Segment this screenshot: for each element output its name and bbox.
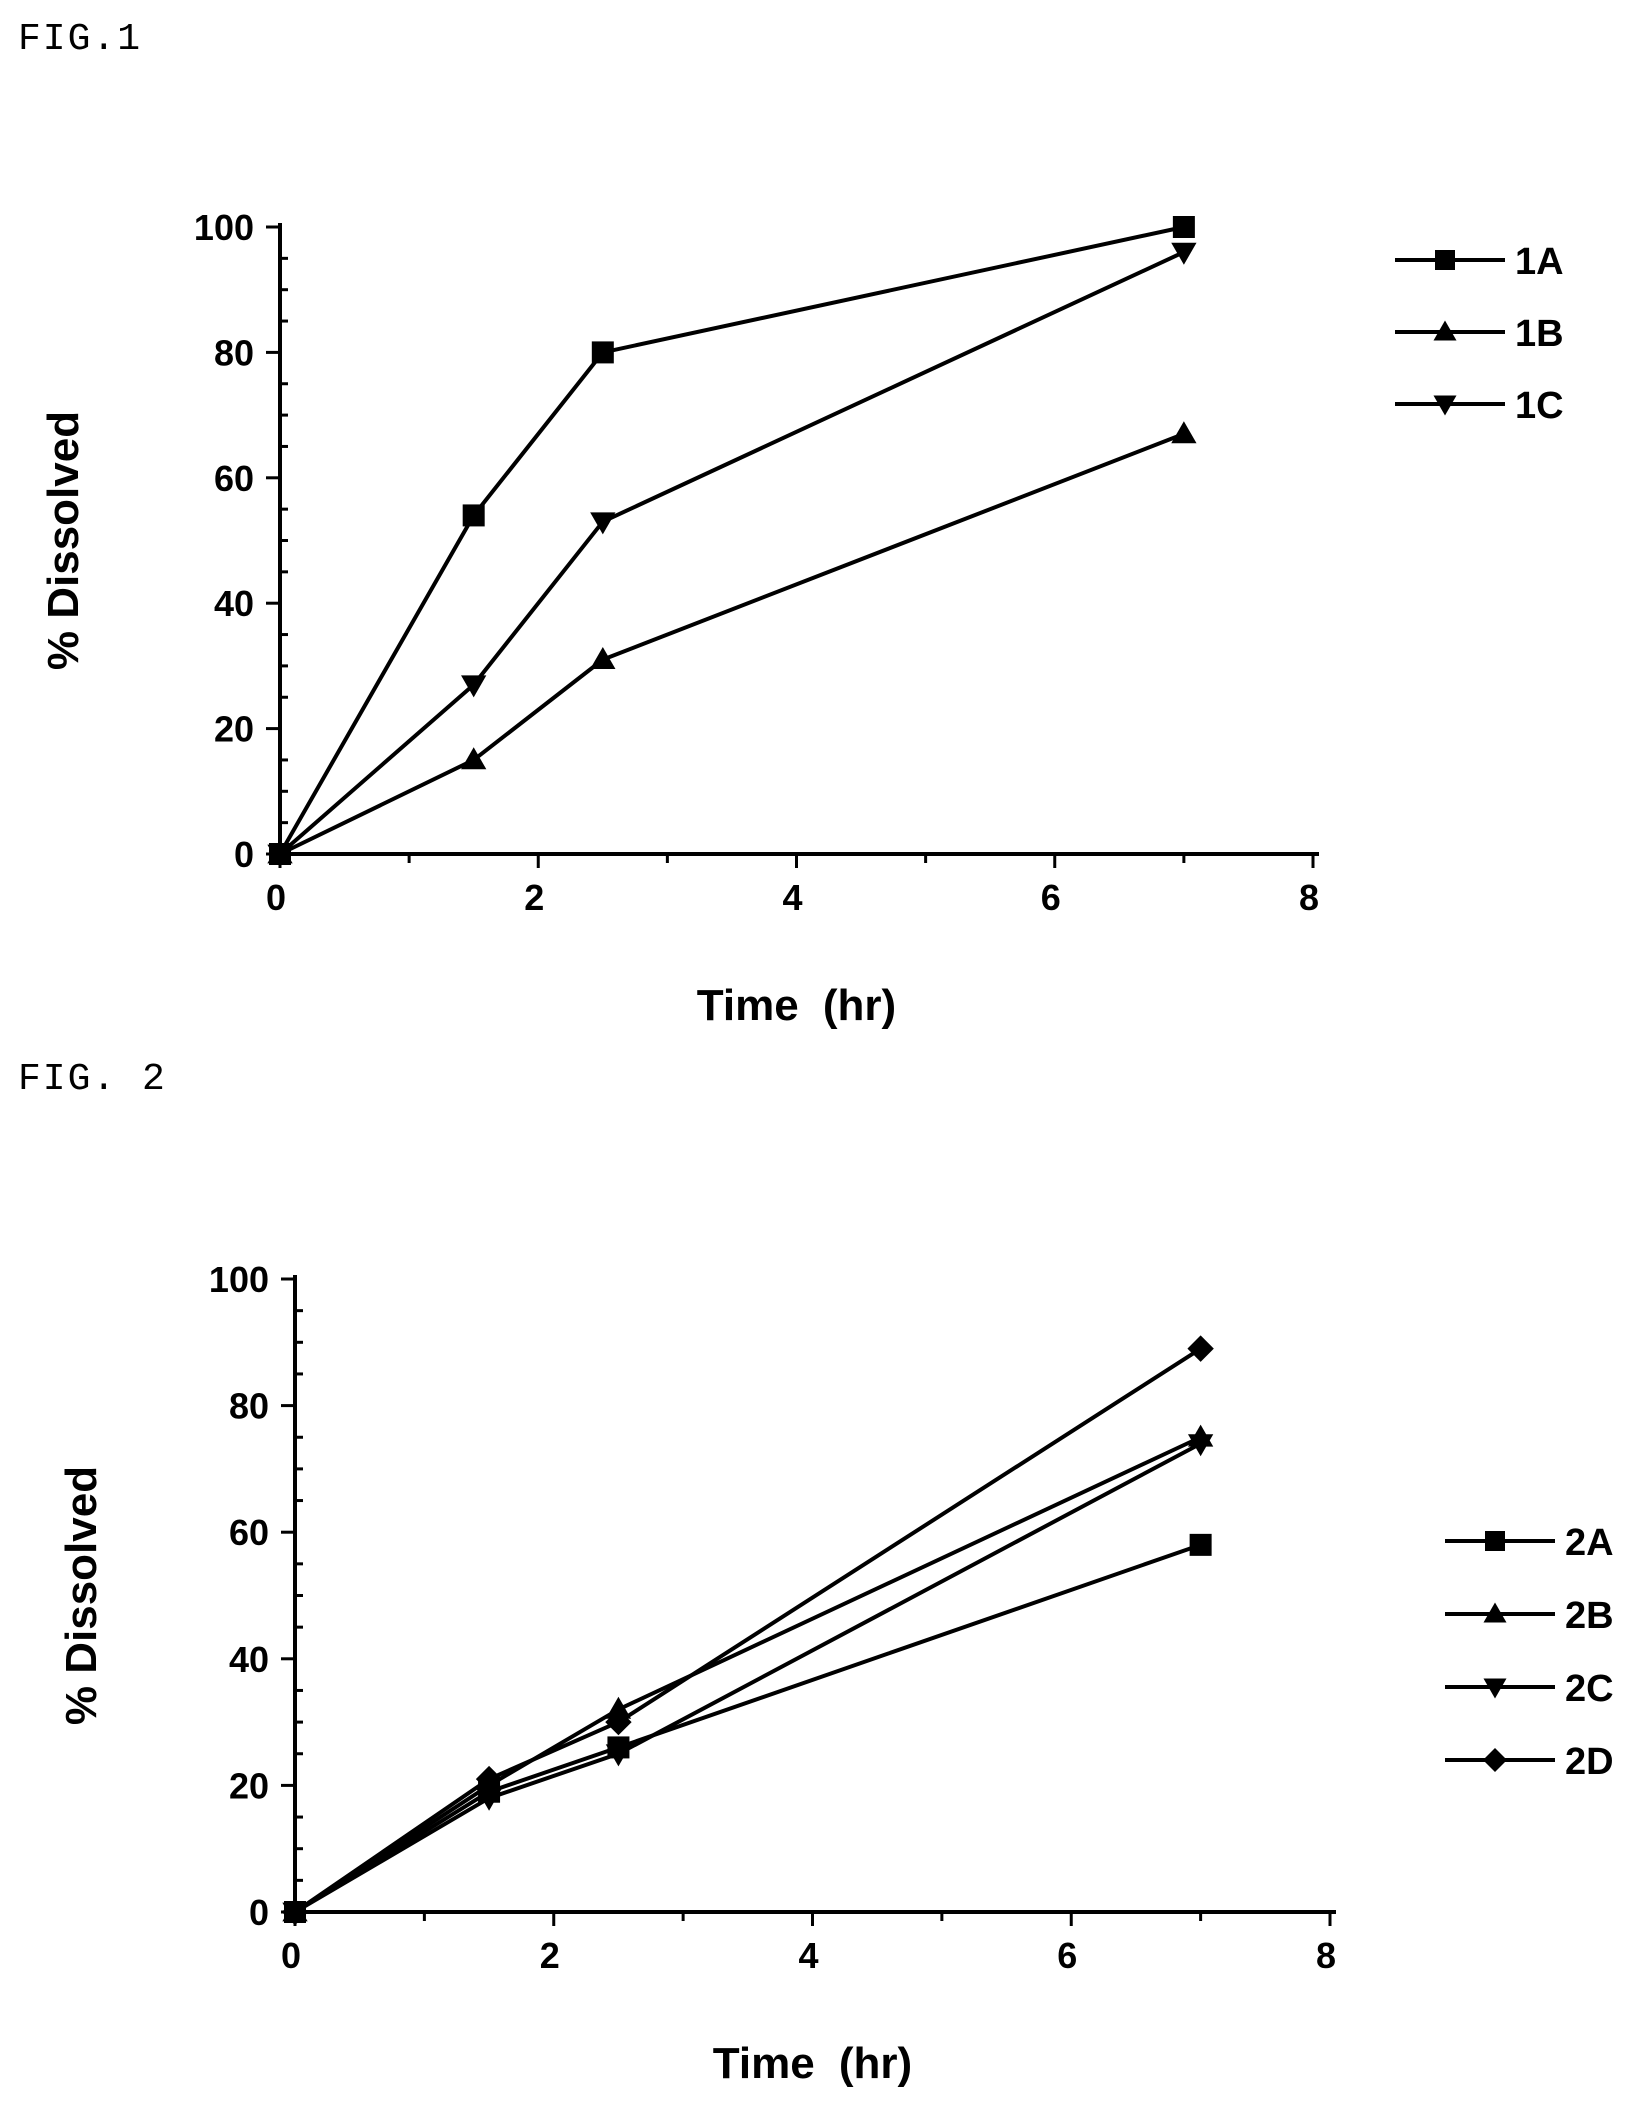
data-point-1C xyxy=(1171,242,1197,265)
series-line-1C xyxy=(278,250,1185,856)
legend-marker-2A xyxy=(1485,1531,1505,1551)
y-axis-title: % Dissolved xyxy=(57,1466,106,1725)
x-tick-label: 0 xyxy=(266,877,286,918)
y-tick-label: 20 xyxy=(229,1765,269,1806)
figure-1-chart: 0 20 40 60 80 100 0 2 4 6 8 Time (hr) % Dissolved 1A 1… xyxy=(39,207,1564,1030)
y-tick-label: 80 xyxy=(214,332,254,373)
x-tick-label: 4 xyxy=(798,1935,818,1976)
x-tick-label: 6 xyxy=(1041,877,1061,918)
y-tick-label: 100 xyxy=(209,1259,269,1300)
y-tick-label: 20 xyxy=(214,709,254,750)
data-point-1A xyxy=(591,341,614,364)
series-line-1B xyxy=(279,432,1185,856)
x-axis-title: Time (hr) xyxy=(697,981,896,1030)
y-tick-label: 40 xyxy=(214,583,254,624)
x-tick-label: 8 xyxy=(1299,877,1319,918)
legend-marker-1B xyxy=(1433,320,1457,341)
x-tick-label: 6 xyxy=(1057,1935,1077,1976)
data-point-2D xyxy=(1187,1335,1214,1362)
plot-area: 0 20 40 60 80 100 0 2 4 6 8 Time (hr) % Dissolved 2A 2… xyxy=(57,1259,1614,2088)
data-point-1C xyxy=(461,675,487,698)
figure-1-label: FIG.1 xyxy=(18,18,143,61)
legend-label-2D: 2D xyxy=(1565,1741,1614,1783)
data-point-2D xyxy=(281,1898,309,1926)
x-tick-label: 8 xyxy=(1316,1935,1336,1976)
legend-marker-2C xyxy=(1483,1678,1507,1699)
series-line-1A xyxy=(278,225,1185,855)
legend-marker-2B xyxy=(1483,1602,1507,1623)
y-tick-label: 40 xyxy=(229,1639,269,1680)
legend-label-1A: 1A xyxy=(1515,241,1564,283)
y-tick-label: 100 xyxy=(194,207,254,248)
series-line-2A xyxy=(293,1542,1202,1914)
legend-label-2A: 2A xyxy=(1565,1522,1614,1564)
legend-marker-1A xyxy=(1435,250,1455,270)
x-axis-title: Time (hr) xyxy=(713,2039,912,2088)
data-point-2C xyxy=(1187,1434,1214,1457)
data-point-1A xyxy=(1172,216,1195,238)
x-tick-label: 2 xyxy=(524,877,544,918)
data-point-2D xyxy=(475,1765,503,1793)
legend-label-2B: 2B xyxy=(1565,1595,1614,1637)
data-point-1A xyxy=(462,504,485,527)
data-point-2C xyxy=(476,1788,502,1811)
legend-label-1B: 1B xyxy=(1515,313,1564,355)
data-point-2C xyxy=(605,1744,632,1767)
y-axis-title: % Dissolved xyxy=(39,411,88,670)
data-point-2D xyxy=(605,1708,632,1736)
legend-marker-2D xyxy=(1483,1748,1507,1772)
x-tick-label: 4 xyxy=(782,877,802,918)
data-point-2B xyxy=(605,1696,632,1719)
y-tick-label: 60 xyxy=(214,458,254,499)
legend-marker-1C xyxy=(1433,395,1457,416)
data-point-1B xyxy=(1171,421,1197,444)
figure-2-label: FIG. 2 xyxy=(18,1058,167,1101)
x-tick-label: 0 xyxy=(281,1935,301,1976)
series-line-2C xyxy=(293,1441,1202,1914)
legend-label-2C: 2C xyxy=(1565,1668,1614,1710)
legend-label-1C: 1C xyxy=(1515,385,1564,427)
data-point-1C xyxy=(590,512,616,535)
y-tick-label: 80 xyxy=(229,1386,269,1427)
x-tick-label: 2 xyxy=(540,1935,560,1976)
data-point-1B xyxy=(590,646,616,669)
figure-2-chart: 0 20 40 60 80 100 0 2 4 6 8 Time (hr) % Dissolved 2A 2… xyxy=(57,1259,1614,2088)
data-point-1C xyxy=(267,844,293,867)
y-tick-label: 0 xyxy=(249,1892,269,1933)
y-tick-label: 0 xyxy=(234,834,254,875)
series-line-2B xyxy=(293,1435,1202,1914)
data-point-2A xyxy=(1189,1533,1212,1556)
plot-area: 0 20 40 60 80 100 0 2 4 6 8 Time (hr) % Dissolved 1A 1… xyxy=(39,207,1564,1030)
series-line-2D xyxy=(293,1346,1202,1914)
y-tick-label: 60 xyxy=(229,1512,269,1553)
data-point-1B xyxy=(461,747,487,770)
